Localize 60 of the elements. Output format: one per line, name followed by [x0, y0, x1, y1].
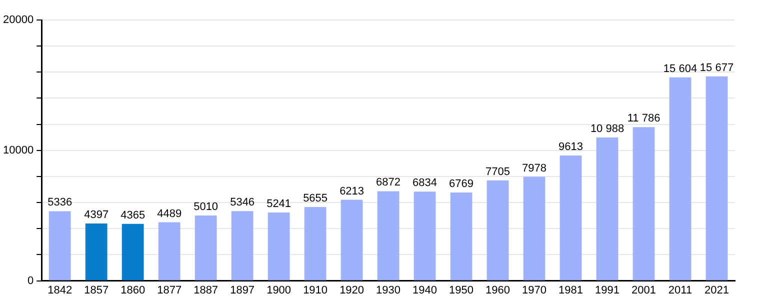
x-tick-label: 1920 [340, 284, 364, 296]
x-tick-label: 1960 [486, 284, 510, 296]
data-label: 4365 [120, 209, 146, 222]
y-tick-label: 20000 [2, 14, 34, 26]
data-label: 4397 [84, 208, 109, 221]
x-tick-label: 1970 [522, 284, 547, 296]
bar [414, 192, 436, 280]
data-label: 6769 [449, 178, 474, 190]
bar [340, 200, 363, 280]
data-label: 11 786 [627, 112, 660, 125]
bar [122, 224, 144, 280]
data-label: 10 988 [590, 123, 624, 136]
x-tick-label: 2001 [632, 284, 656, 296]
bar [486, 180, 509, 280]
bar [158, 222, 180, 280]
bar [450, 192, 472, 280]
data-label: 5241 [266, 198, 292, 210]
bar [523, 176, 546, 280]
x-tick-label: 1860 [120, 284, 146, 296]
x-tick-label: 1981 [558, 284, 584, 296]
data-label: 7705 [486, 166, 510, 178]
y-tick-label: 0 [27, 274, 34, 287]
x-tick-label: 1940 [412, 284, 438, 296]
data-label: 6834 [412, 177, 438, 190]
x-tick-label: 1887 [194, 284, 218, 296]
x-tick-label: 1991 [595, 284, 620, 296]
y-tick-label: 10000 [2, 144, 34, 156]
data-label: 4489 [157, 208, 182, 220]
data-label: 9613 [558, 140, 584, 153]
x-tick-label: 1910 [303, 284, 328, 296]
data-label: 15 604 [663, 62, 698, 75]
data-label: 7978 [522, 162, 547, 174]
bar [194, 215, 217, 280]
bar [85, 223, 108, 280]
x-tick-label: 1900 [266, 284, 292, 296]
data-label: 6872 [376, 176, 401, 189]
data-label: 15 677 [700, 62, 734, 74]
x-tick-label: 1930 [376, 284, 401, 296]
data-label: 5010 [194, 201, 218, 213]
data-label: 5655 [303, 192, 328, 205]
bar [377, 191, 400, 280]
data-label: 5346 [230, 196, 255, 209]
bar [669, 77, 692, 280]
bar [231, 211, 254, 280]
bar [560, 155, 582, 280]
x-tick-label: 2011 [668, 284, 692, 296]
x-tick-label: 1950 [449, 284, 474, 296]
x-tick-label: 1857 [84, 284, 109, 296]
bar [632, 127, 655, 280]
bar [304, 207, 326, 280]
x-tick-label: 1877 [157, 284, 182, 296]
x-tick-label: 1897 [230, 284, 255, 296]
x-tick-label: 2021 [704, 284, 729, 296]
bar [268, 212, 290, 280]
x-tick-label: 1842 [48, 284, 72, 296]
bar [596, 138, 618, 280]
data-label: 6213 [340, 185, 364, 198]
bar [48, 211, 71, 280]
data-label: 5336 [48, 196, 72, 209]
bar [706, 76, 728, 280]
